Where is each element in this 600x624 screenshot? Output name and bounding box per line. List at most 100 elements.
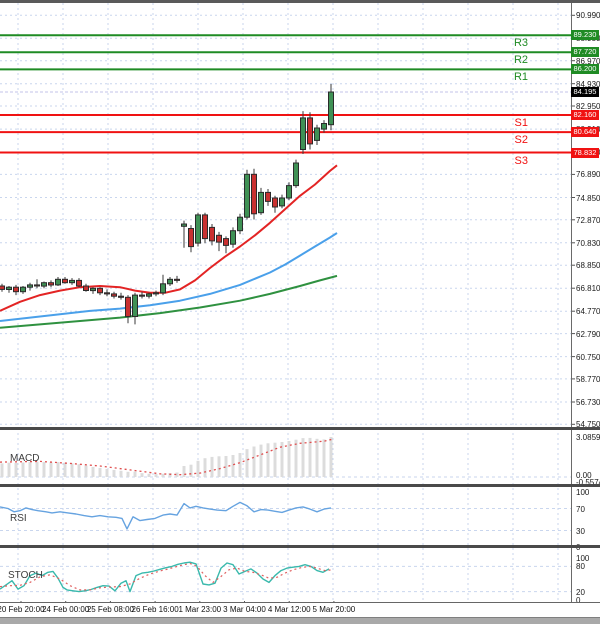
chart-top-border bbox=[0, 0, 600, 3]
candle-body bbox=[195, 214, 201, 244]
candle-body bbox=[20, 286, 26, 293]
separator-main-macd bbox=[0, 427, 600, 430]
candle-body bbox=[118, 295, 124, 298]
candle-body bbox=[6, 286, 12, 291]
candle-body bbox=[34, 284, 40, 287]
candle-body bbox=[146, 293, 152, 297]
price-tick-label: 74.850 bbox=[576, 193, 600, 203]
price-tick-label: 56.730 bbox=[576, 398, 600, 407]
x-axis-label: 3 Mar 04:00 bbox=[223, 605, 266, 614]
chart-bottom-border bbox=[0, 617, 600, 624]
candle-body bbox=[13, 286, 19, 293]
separator-rsi-stoch bbox=[0, 545, 600, 548]
price-tick-label: 66.810 bbox=[576, 284, 600, 294]
candle-body bbox=[48, 282, 54, 286]
x-axis-label: 25 Feb 08:00 bbox=[86, 605, 134, 614]
level-label-r2: R2 bbox=[513, 54, 528, 67]
candle-body bbox=[125, 296, 131, 317]
price-tick-label: 68.850 bbox=[576, 261, 600, 271]
level-label-s2: S2 bbox=[514, 134, 528, 147]
ma-fast-line bbox=[0, 164, 338, 312]
x-axis-label: 1 Mar 23:00 bbox=[178, 605, 222, 614]
candle-body bbox=[251, 173, 257, 215]
price-tick-label: 60.750 bbox=[576, 352, 600, 362]
level-label-r3: R3 bbox=[513, 37, 528, 50]
candle-body bbox=[307, 117, 313, 145]
current-price-tag: 84.195 bbox=[571, 86, 599, 97]
price-tick-label: 58.770 bbox=[576, 374, 600, 384]
separator-macd-rsi bbox=[0, 484, 600, 487]
candle-body bbox=[216, 234, 222, 243]
stoch-scale-label: 0 bbox=[576, 596, 581, 605]
candle-body bbox=[237, 216, 243, 232]
candle-body bbox=[111, 293, 117, 297]
price-tick-label: 64.770 bbox=[576, 307, 600, 317]
price-tick-label: 54.750 bbox=[576, 420, 600, 430]
candle-body bbox=[223, 238, 229, 246]
candle-body bbox=[27, 284, 33, 288]
price-tick-label: 72.870 bbox=[576, 215, 600, 225]
candle-body bbox=[314, 127, 320, 141]
level-price-tag-r3: 89.230 bbox=[571, 30, 599, 41]
x-axis-label: 5 Mar 20:00 bbox=[312, 605, 356, 614]
candle-body bbox=[83, 285, 89, 291]
candle-body bbox=[244, 173, 250, 218]
rsi-line bbox=[0, 501, 332, 530]
macd-scale-label: 3.0859 bbox=[576, 433, 600, 442]
candle-body bbox=[97, 287, 103, 294]
ma-slow-line bbox=[0, 274, 338, 329]
candle-body bbox=[286, 185, 292, 199]
candle-body bbox=[153, 292, 159, 295]
candle-body bbox=[69, 279, 75, 284]
candle-body bbox=[132, 294, 138, 318]
candle-body bbox=[202, 214, 208, 240]
level-price-tag-r1: 86.200 bbox=[571, 64, 599, 75]
candle-body bbox=[300, 117, 306, 151]
level-price-tag-r2: 87.720 bbox=[571, 47, 599, 58]
candle-body bbox=[181, 223, 187, 227]
candle-body bbox=[167, 278, 173, 285]
stoch-scale-label: 20 bbox=[576, 587, 585, 597]
price-tick-label: 86.970 bbox=[576, 56, 600, 66]
candle-body bbox=[76, 279, 82, 287]
rsi-scale-label: 30 bbox=[576, 526, 585, 536]
price-axis-line bbox=[571, 3, 572, 602]
candle-body bbox=[90, 287, 96, 292]
candle-body bbox=[139, 294, 145, 297]
level-label-r1: R1 bbox=[513, 71, 528, 84]
macd-scale-label: -0.5574 bbox=[576, 477, 600, 487]
candle-body bbox=[0, 285, 5, 290]
stoch-d-line bbox=[0, 562, 333, 591]
candle-body bbox=[188, 228, 194, 248]
price-tick-label: 90.990 bbox=[576, 11, 600, 21]
stoch-scale-label: 100 bbox=[576, 554, 590, 563]
candle-body bbox=[104, 292, 110, 295]
x-axis-label: 20 Feb 20:00 bbox=[0, 605, 45, 614]
level-price-tag-s1: 82.160 bbox=[571, 109, 599, 120]
candle-body bbox=[328, 91, 334, 126]
price-tick-label: 76.890 bbox=[576, 170, 600, 180]
price-tick-label: 70.830 bbox=[576, 238, 600, 248]
macd-scale-label: 0.00 bbox=[576, 471, 592, 481]
candle-body bbox=[160, 283, 166, 294]
candle-body bbox=[279, 197, 285, 207]
x-axis-label: 24 Feb 00:00 bbox=[42, 605, 90, 614]
stoch-label: STOCH bbox=[8, 570, 43, 581]
price-tick-label: 84.930 bbox=[576, 79, 600, 89]
candle-body bbox=[62, 278, 68, 284]
rsi-scale-label: 100 bbox=[576, 488, 590, 497]
candle-body bbox=[230, 230, 236, 245]
rsi-scale-label: 70 bbox=[576, 504, 585, 514]
macd-signal-line bbox=[0, 438, 335, 476]
candle-body bbox=[209, 226, 215, 242]
candle-body bbox=[55, 278, 61, 286]
time-axis-row bbox=[0, 602, 600, 618]
candle-body bbox=[174, 278, 180, 281]
level-label-s3: S3 bbox=[514, 154, 528, 167]
rsi-label: RSI bbox=[10, 513, 27, 524]
ma-mid-line bbox=[0, 232, 338, 322]
level-price-tag-s3: 78.832 bbox=[571, 147, 599, 158]
candle-body bbox=[41, 282, 47, 287]
